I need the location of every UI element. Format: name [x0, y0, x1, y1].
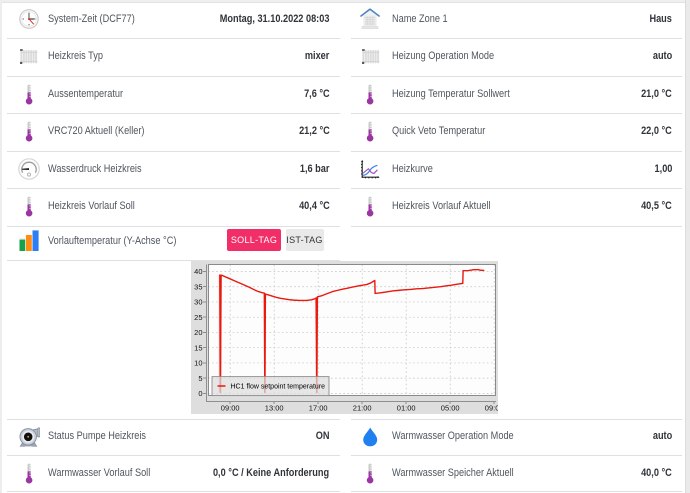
- svg-text:0: 0: [198, 389, 202, 398]
- svg-text:5: 5: [198, 374, 202, 383]
- svg-text:10: 10: [194, 359, 202, 368]
- svg-text:01:00: 01:00: [396, 404, 415, 413]
- svg-text:30: 30: [194, 298, 202, 307]
- svg-text:15: 15: [194, 343, 202, 352]
- svg-text:13:00: 13:00: [264, 404, 283, 413]
- svg-text:HC1 flow setpoint temperature: HC1 flow setpoint temperature: [230, 384, 325, 391]
- svg-text:25: 25: [194, 313, 202, 322]
- svg-text:17:00: 17:00: [308, 404, 327, 413]
- svg-text:40: 40: [194, 267, 202, 276]
- svg-text:09:00: 09:00: [220, 404, 239, 413]
- svg-text:20: 20: [194, 328, 202, 337]
- svg-text:09:00: 09:00: [484, 404, 498, 413]
- svg-text:05:00: 05:00: [440, 404, 459, 413]
- svg-text:35: 35: [194, 282, 202, 291]
- svg-text:21:00: 21:00: [352, 404, 371, 413]
